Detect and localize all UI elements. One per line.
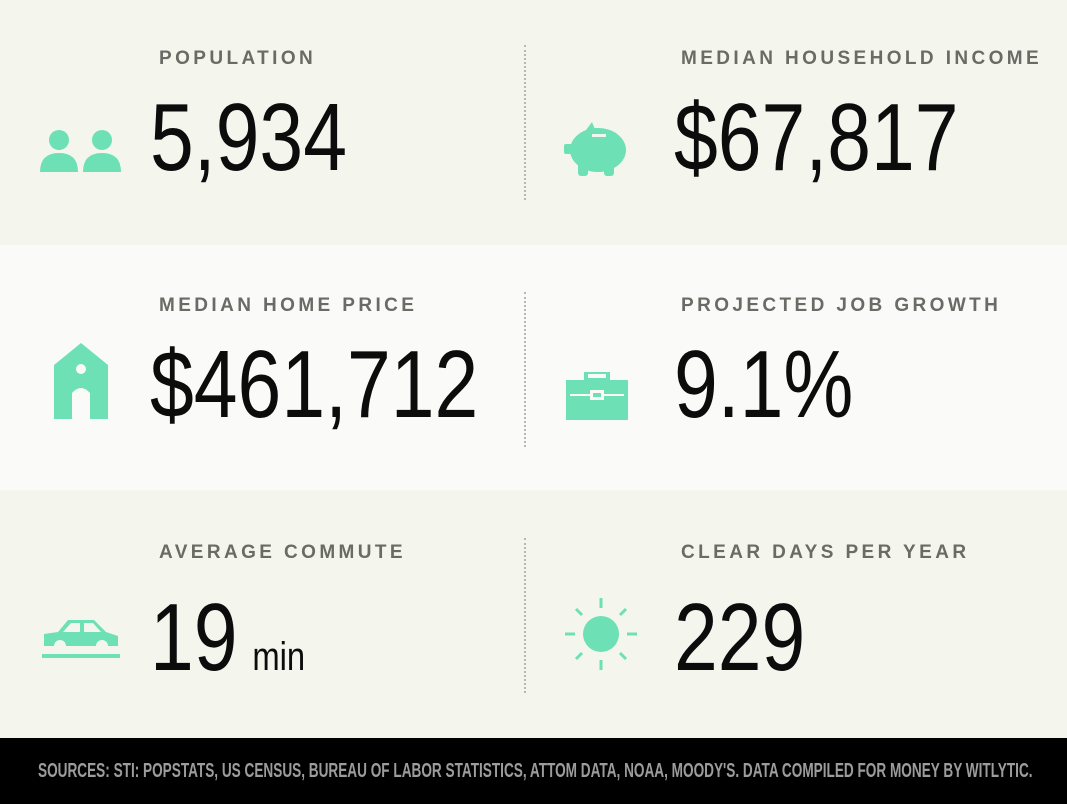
footer: SOURCES: STI: POPSTATS, US CENSUS, BUREA… — [0, 738, 1067, 804]
value-number: 19 — [150, 584, 238, 691]
people-icon — [40, 130, 121, 172]
stat-value: 229 — [674, 584, 806, 691]
piggy-bank-icon — [564, 122, 626, 176]
stat-value: 5,934 — [150, 84, 347, 191]
row — [0, 245, 1067, 490]
car-icon — [42, 620, 120, 658]
footer-text: SOURCES: STI: POPSTATS, US CENSUS, BUREA… — [38, 760, 1033, 782]
stat-label: MEDIAN HOME PRICE — [159, 295, 418, 316]
stat-value: $461,712 — [150, 331, 479, 438]
stat-label: POPULATION — [159, 48, 317, 69]
divider — [524, 292, 526, 447]
stat-value: 9.1% — [674, 331, 854, 438]
divider — [524, 538, 526, 693]
stat-label: CLEAR DAYS PER YEAR — [681, 542, 970, 563]
row — [0, 490, 1067, 738]
stat-label: MEDIAN HOUSEHOLD INCOME — [681, 48, 1043, 69]
sun-icon — [565, 598, 637, 670]
stat-label: AVERAGE COMMUTE — [159, 542, 406, 563]
house-icon — [54, 343, 108, 419]
row — [0, 0, 1067, 245]
stat-value: $67,817 — [674, 84, 959, 191]
divider — [524, 45, 526, 200]
value-unit: min — [252, 635, 306, 679]
stat-value: 19 min — [150, 590, 305, 686]
stat-label: PROJECTED JOB GROWTH — [681, 295, 1002, 316]
briefcase-icon — [566, 372, 628, 420]
